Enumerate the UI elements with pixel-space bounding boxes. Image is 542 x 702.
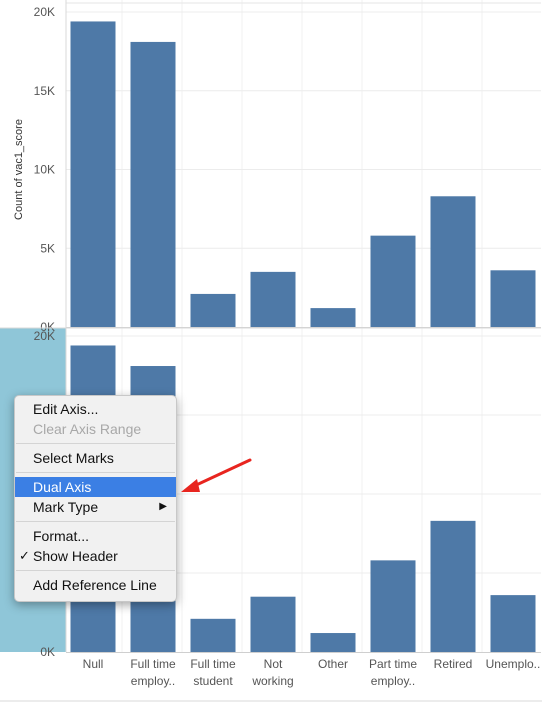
x-category-label: Retired xyxy=(434,657,473,671)
x-category-label: Part time xyxy=(369,657,417,671)
bar-other xyxy=(310,308,356,327)
x-category-label: employ.. xyxy=(371,674,415,688)
x-category-label: employ.. xyxy=(131,674,175,688)
bar-retired xyxy=(430,520,476,652)
axis-context-menu: Edit Axis... Clear Axis Range Select Marks… xyxy=(14,395,177,602)
menu-separator xyxy=(16,570,175,571)
y-tick-label: 10K xyxy=(34,163,55,177)
bar-null xyxy=(70,21,116,327)
bar-unemplo xyxy=(490,270,536,327)
x-category-label: working xyxy=(251,674,293,688)
y-tick-label: 20K xyxy=(34,329,55,343)
bar-not-working xyxy=(250,596,296,652)
menu-item-mark-type[interactable]: Mark Type ▶ xyxy=(15,497,176,517)
submenu-arrow-icon: ▶ xyxy=(159,501,167,512)
menu-item-format[interactable]: Format... xyxy=(15,526,176,546)
menu-item-label: Select Marks xyxy=(33,450,114,466)
menu-item-select-marks[interactable]: Select Marks xyxy=(15,448,176,468)
menu-item-label: Show Header xyxy=(33,548,118,564)
menu-separator xyxy=(16,472,175,473)
menu-item-label: Dual Axis xyxy=(33,479,92,495)
bar-full-time-student xyxy=(190,293,236,327)
menu-item-edit-axis[interactable]: Edit Axis... xyxy=(15,399,176,419)
x-category-label: Full time xyxy=(190,657,236,671)
bar-full-time-employ xyxy=(130,41,176,328)
menu-item-clear-axis-range: Clear Axis Range xyxy=(15,419,176,439)
menu-item-show-header[interactable]: ✓ Show Header xyxy=(15,546,176,566)
x-category-label: Not xyxy=(264,657,283,671)
x-category-label: Unemplo.. xyxy=(486,657,541,671)
x-category-label: Null xyxy=(83,657,104,671)
bar-unemplo xyxy=(490,595,536,652)
menu-item-label: Edit Axis... xyxy=(33,401,99,417)
menu-separator xyxy=(16,521,175,522)
checkmark-icon: ✓ xyxy=(19,548,30,563)
menu-item-label: Format... xyxy=(33,528,90,544)
bar-part-time-employ xyxy=(370,560,416,652)
menu-separator xyxy=(16,443,175,444)
bar-retired xyxy=(430,196,476,327)
menu-item-add-reference-line[interactable]: Add Reference Line xyxy=(15,575,176,595)
menu-item-label: Mark Type xyxy=(33,499,99,515)
x-category-label: Other xyxy=(318,657,348,671)
y-tick-label: 0K xyxy=(40,320,55,334)
menu-item-dual-axis[interactable]: Dual Axis xyxy=(15,477,176,497)
x-category-label: Full time xyxy=(130,657,176,671)
y-tick-label: 5K xyxy=(40,241,55,255)
menu-item-label: Add Reference Line xyxy=(33,577,157,593)
y-tick-label: 20K xyxy=(34,5,55,19)
y-tick-label: 15K xyxy=(34,84,55,98)
bar-part-time-employ xyxy=(370,235,416,327)
menu-item-label: Clear Axis Range xyxy=(33,421,142,437)
bar-full-time-student xyxy=(190,618,236,652)
bar-not-working xyxy=(250,271,296,327)
bar-other xyxy=(310,633,356,652)
x-category-label: student xyxy=(193,674,233,688)
y-axis-title: Count of vac1_score xyxy=(13,119,25,220)
y-tick-label: 0K xyxy=(40,645,55,659)
